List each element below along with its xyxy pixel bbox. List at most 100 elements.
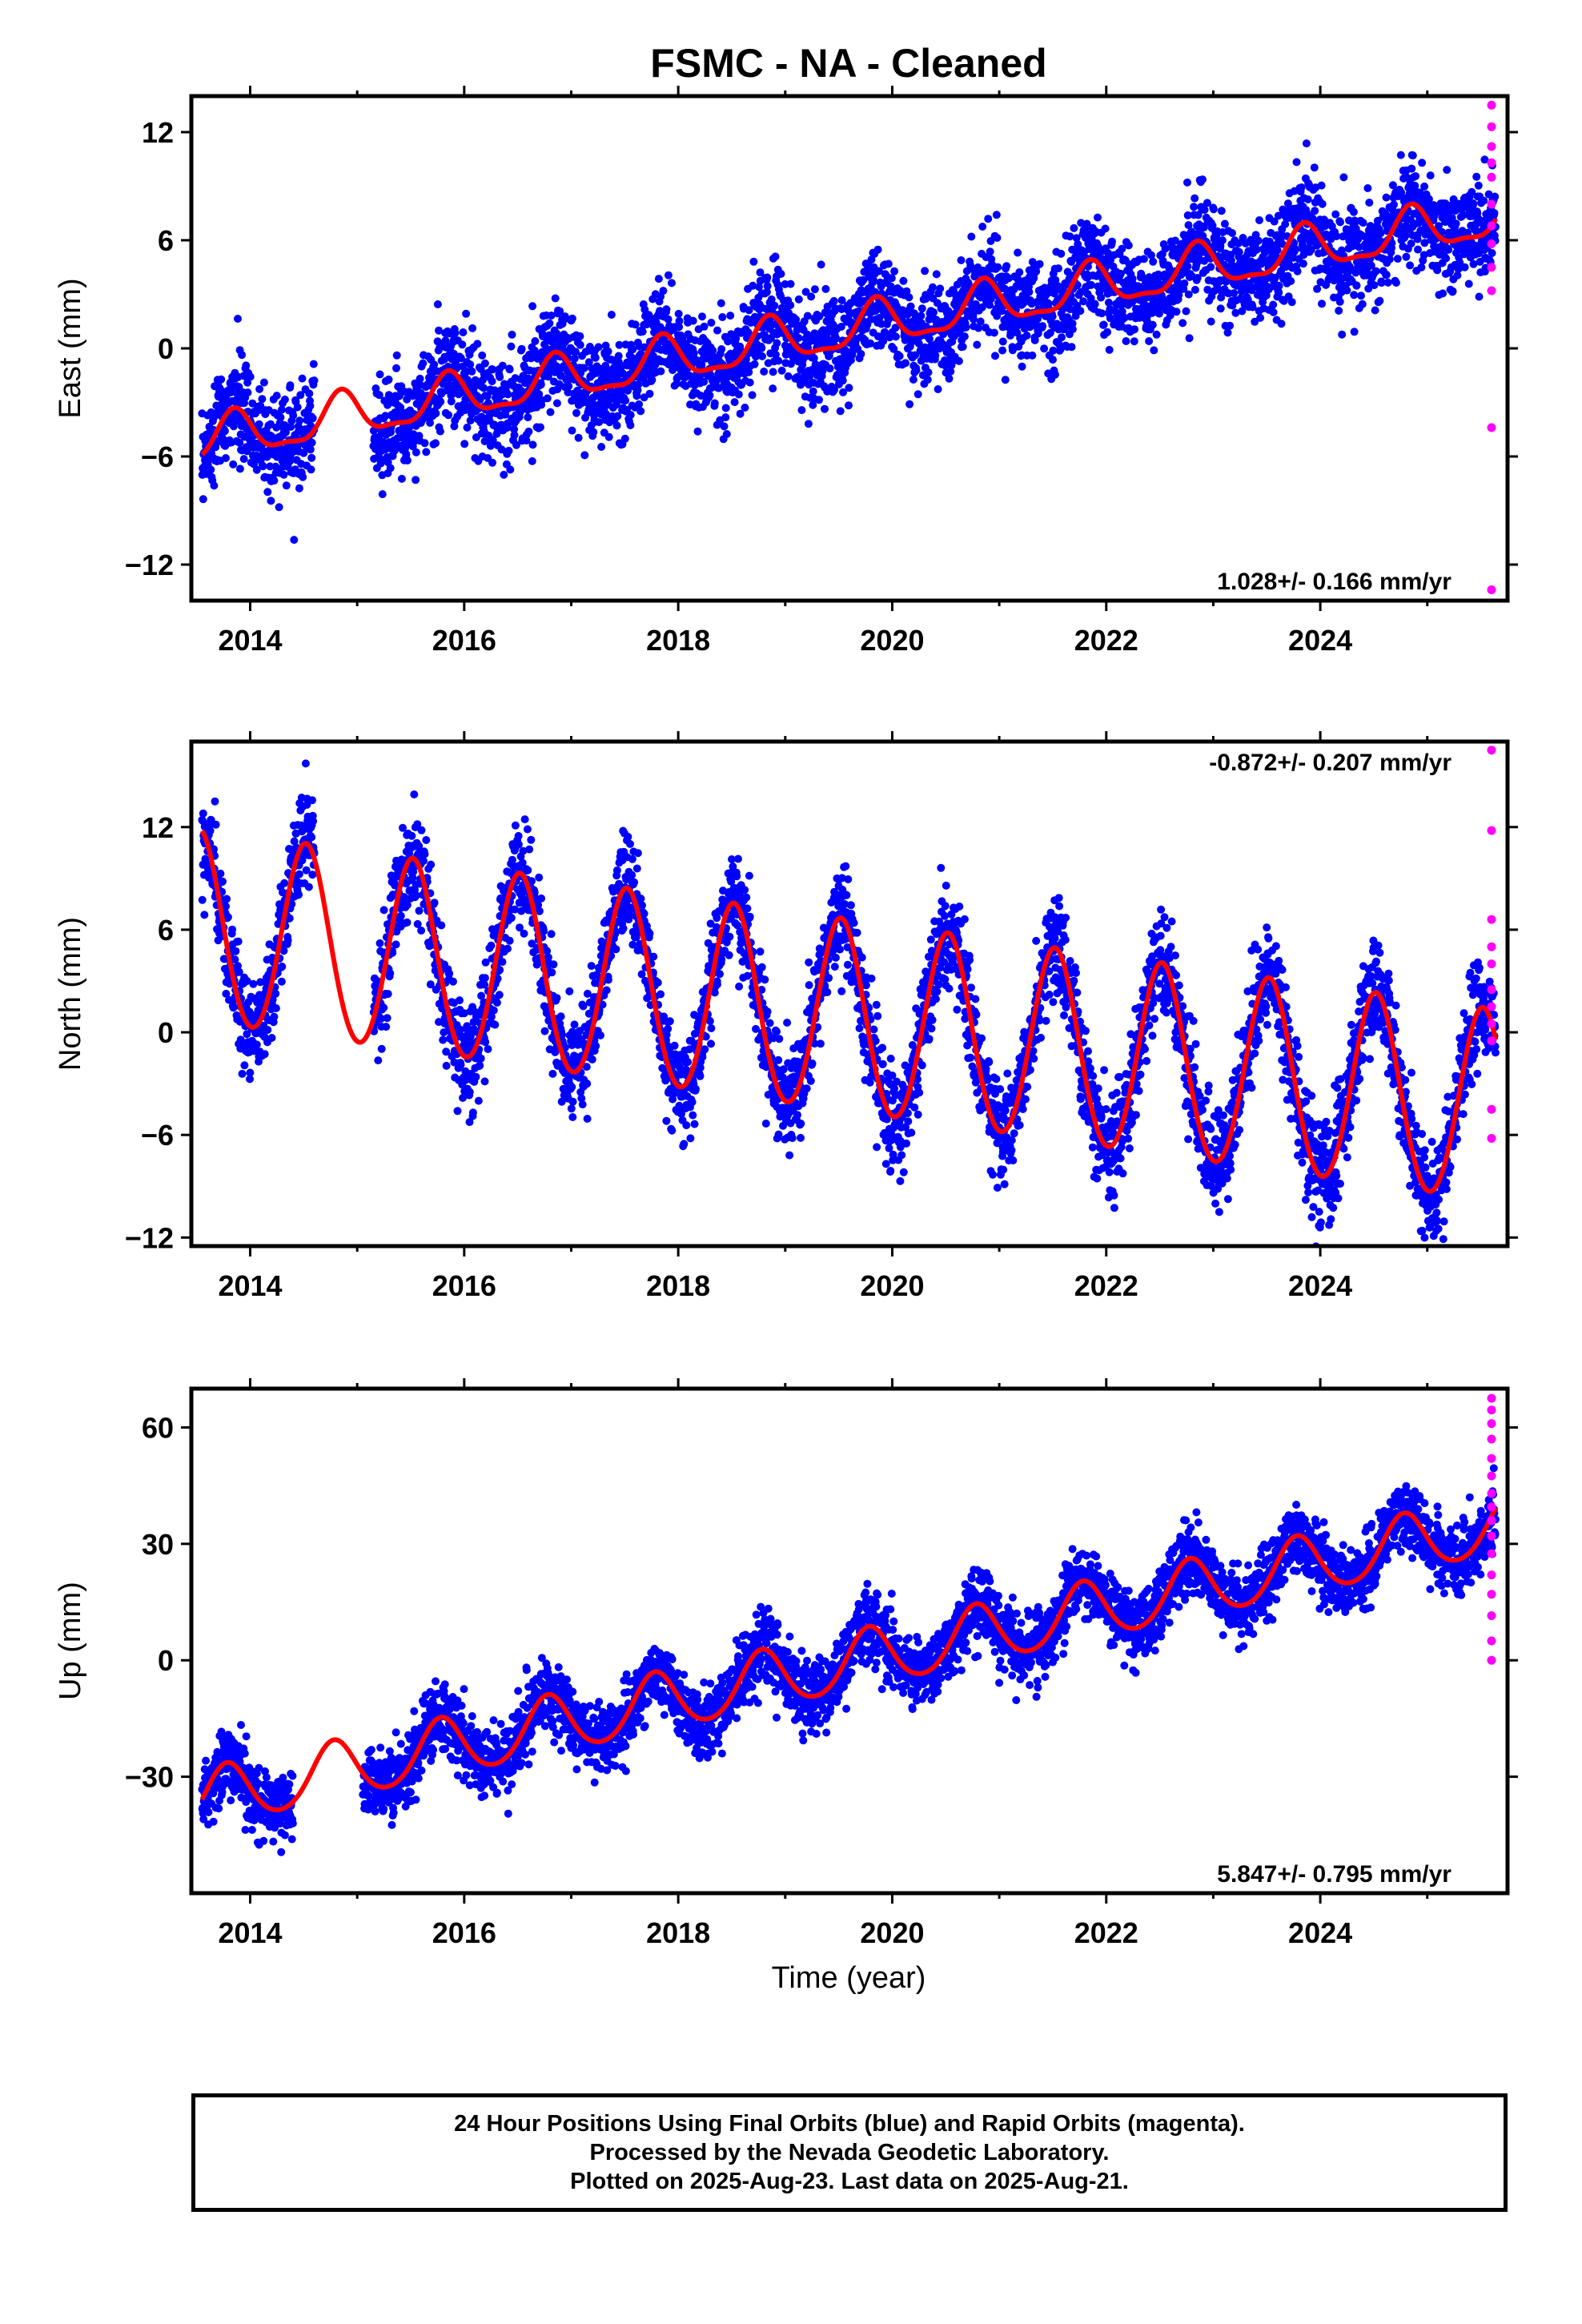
final-orbit-point xyxy=(1256,313,1265,322)
final-orbit-point xyxy=(210,481,219,490)
final-orbit-point xyxy=(286,381,295,390)
final-orbit-point xyxy=(721,404,730,412)
final-orbit-point xyxy=(524,413,532,422)
final-orbit-point xyxy=(392,351,401,360)
final-orbit-point xyxy=(1048,312,1057,321)
final-orbit-point xyxy=(437,921,446,930)
final-orbit-point xyxy=(309,360,318,368)
final-orbit-point xyxy=(384,375,393,384)
final-orbit-point xyxy=(1331,210,1340,219)
final-orbit-point xyxy=(422,836,431,844)
final-orbit-point xyxy=(1418,159,1427,167)
final-orbit-point xyxy=(1313,284,1322,293)
final-orbit-point xyxy=(1087,280,1095,289)
final-orbit-point xyxy=(1145,337,1154,345)
final-orbit-point xyxy=(612,400,620,409)
final-orbit-point xyxy=(1414,245,1422,254)
final-orbit-point xyxy=(287,423,295,431)
final-orbit-point xyxy=(508,330,516,339)
final-orbit-point xyxy=(382,1023,391,1031)
final-orbit-point xyxy=(304,883,313,891)
final-orbit-point xyxy=(978,303,986,312)
final-orbit-point xyxy=(422,448,431,456)
final-orbit-point xyxy=(527,354,536,363)
final-orbit-point xyxy=(306,445,315,454)
final-orbit-point xyxy=(1230,289,1239,298)
final-orbit-point xyxy=(815,396,823,404)
final-orbit-point xyxy=(1235,247,1243,256)
final-orbit-point xyxy=(451,328,460,337)
final-orbit-point xyxy=(1028,351,1037,360)
final-orbit-point xyxy=(435,326,443,335)
final-orbit-point xyxy=(825,364,834,373)
final-orbit-point xyxy=(1411,172,1420,180)
final-orbit-point xyxy=(235,438,244,447)
final-orbit-point xyxy=(607,311,616,319)
final-orbit-point xyxy=(1442,254,1451,263)
final-orbit-point xyxy=(992,211,1001,219)
final-orbit-point xyxy=(432,409,440,418)
final-orbit-point xyxy=(1287,298,1296,307)
final-orbit-point xyxy=(962,323,970,332)
final-orbit-point xyxy=(242,361,251,370)
final-orbit-point xyxy=(1098,309,1106,318)
final-orbit-point xyxy=(1488,249,1496,257)
final-orbit-point xyxy=(741,404,749,412)
final-orbit-point xyxy=(626,421,635,429)
chart-title: FSMC - NA - Cleaned xyxy=(650,41,1046,86)
final-orbit-point xyxy=(500,470,508,479)
x-tick-label: 2024 xyxy=(1288,624,1352,657)
final-orbit-point xyxy=(546,408,555,416)
final-orbit-point xyxy=(1297,183,1306,191)
final-orbit-point xyxy=(969,315,978,324)
final-orbit-point xyxy=(1149,257,1158,266)
final-orbit-point xyxy=(463,423,472,432)
final-orbit-point xyxy=(447,397,456,406)
final-orbit-point xyxy=(1357,292,1365,300)
final-orbit-point xyxy=(934,385,942,393)
final-orbit-point xyxy=(442,1061,451,1070)
final-orbit-point xyxy=(234,937,243,946)
final-orbit-point xyxy=(1070,223,1078,232)
final-orbit-point xyxy=(1318,199,1327,208)
y-tick-label: −12 xyxy=(125,549,174,581)
final-orbit-point xyxy=(568,314,576,323)
final-orbit-point xyxy=(466,416,475,425)
final-orbit-point xyxy=(801,287,810,296)
final-orbit-point xyxy=(524,427,533,436)
final-orbit-point xyxy=(377,1044,386,1053)
final-orbit-point xyxy=(271,989,280,998)
final-orbit-point xyxy=(794,295,803,304)
final-orbit-point xyxy=(307,453,316,462)
final-orbit-point xyxy=(301,759,310,768)
final-orbit-point xyxy=(522,436,531,445)
final-orbit-point xyxy=(271,1004,280,1012)
final-orbit-point xyxy=(998,337,1007,346)
final-orbit-point xyxy=(1426,171,1435,180)
final-orbit-point xyxy=(1183,178,1191,187)
final-orbit-point xyxy=(1207,263,1215,271)
final-orbit-point xyxy=(902,287,911,296)
final-orbit-point xyxy=(986,247,994,256)
final-orbit-point xyxy=(211,797,219,806)
final-orbit-point xyxy=(656,367,665,376)
final-orbit-point xyxy=(507,342,516,351)
y-tick-label: −6 xyxy=(141,440,174,473)
final-orbit-point xyxy=(713,326,721,335)
final-orbit-point xyxy=(448,389,457,398)
final-orbit-point xyxy=(571,348,580,356)
final-orbit-point xyxy=(1358,300,1367,308)
final-orbit-point xyxy=(1391,279,1400,287)
final-orbit-point xyxy=(993,312,1002,320)
final-orbit-point xyxy=(456,354,465,363)
final-orbit-point xyxy=(786,279,795,288)
final-orbit-point xyxy=(439,1035,448,1044)
final-orbit-point xyxy=(836,407,845,416)
final-orbit-point xyxy=(403,918,412,927)
final-orbit-point xyxy=(375,391,383,400)
final-orbit-point xyxy=(917,304,926,313)
final-orbit-point xyxy=(473,340,482,348)
final-orbit-point xyxy=(466,360,475,369)
final-orbit-point xyxy=(1118,244,1126,253)
final-orbit-point xyxy=(804,420,813,428)
